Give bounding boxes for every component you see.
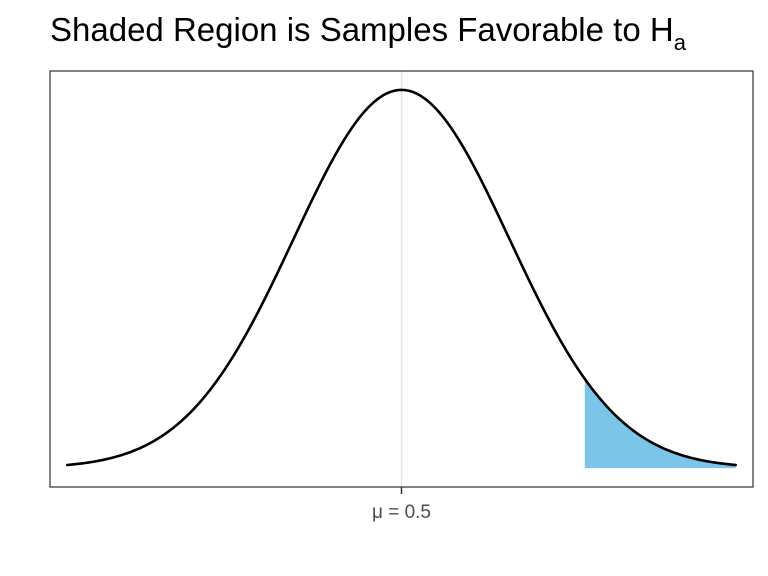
chart-title-main: Shaded Region is Samples Favorable to H xyxy=(50,11,674,48)
x-tick-label: μ = 0.5 xyxy=(372,502,431,523)
x-axis: μ = 0.5 xyxy=(372,487,431,523)
chart-title: Shaded Region is Samples Favorable to Ha xyxy=(50,8,686,56)
density-curve xyxy=(65,88,738,467)
chart-title-subscript: a xyxy=(673,30,686,55)
shaded-favorable-region xyxy=(584,378,736,469)
